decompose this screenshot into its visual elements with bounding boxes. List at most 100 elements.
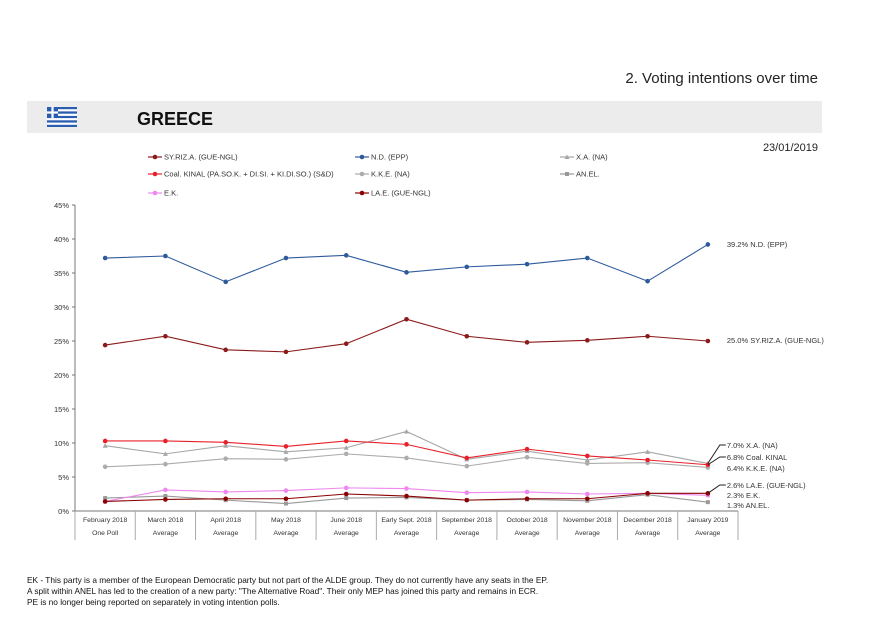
y-tick-label: 30% xyxy=(54,303,69,312)
y-tick-label: 0% xyxy=(58,507,69,516)
legend-label: AN.EL. xyxy=(576,170,600,179)
data-point xyxy=(585,255,590,261)
x-subtick-label: Average xyxy=(213,530,238,537)
data-point xyxy=(404,270,409,275)
legend-label: E.K. xyxy=(164,189,178,198)
section-title: 2. Voting intentions over time xyxy=(625,70,818,87)
data-point xyxy=(163,461,168,467)
legend-marker xyxy=(564,154,570,159)
data-point xyxy=(464,463,470,469)
footnote: A split within ANEL has led to the creat… xyxy=(27,586,539,596)
y-tick-label: 20% xyxy=(54,371,69,380)
data-point xyxy=(344,496,349,501)
data-point xyxy=(343,438,349,444)
data-point xyxy=(102,438,108,444)
data-point xyxy=(162,451,168,456)
data-point xyxy=(163,497,168,502)
end-label: 6.4% K.K.E. (NA) xyxy=(727,464,785,473)
data-point xyxy=(464,455,470,461)
data-point xyxy=(705,338,711,344)
footnote: EK - This party is a member of the Europ… xyxy=(27,575,549,585)
legend-label: K.K.E. (NA) xyxy=(371,170,410,179)
greece-flag-icon xyxy=(47,107,77,127)
x-tick-label: January 2019 xyxy=(687,517,728,524)
legend-marker xyxy=(359,190,365,196)
data-point xyxy=(343,253,349,258)
data-point xyxy=(283,488,289,493)
data-point xyxy=(283,496,289,502)
end-label: 2.6% LA.E. (GUE-NGL) xyxy=(727,481,806,490)
data-point xyxy=(645,457,650,463)
data-point xyxy=(343,451,349,457)
data-point xyxy=(524,340,530,345)
data-point xyxy=(585,461,590,466)
x-subtick-label: Average xyxy=(695,530,720,537)
legend-marker xyxy=(359,171,365,177)
x-tick-label: April 2018 xyxy=(210,517,241,524)
data-point xyxy=(103,496,108,501)
data-point xyxy=(585,491,590,497)
series-line xyxy=(105,318,708,353)
legend-label: Coal. KINAL (PA.SO.K. + DI.SI. + KI.DI.S… xyxy=(164,170,334,179)
legend-marker xyxy=(152,171,158,177)
end-label: 7.0% X.A. (NA) xyxy=(727,441,778,450)
x-subtick-label: Average xyxy=(273,530,298,537)
data-point xyxy=(585,453,590,459)
legend-label: LA.E. (GUE-NGL) xyxy=(371,189,431,198)
data-point xyxy=(223,279,228,285)
y-tick-label: 10% xyxy=(54,439,69,448)
series-line xyxy=(105,243,709,283)
data-point xyxy=(343,445,349,450)
x-tick-label: March 2018 xyxy=(147,517,183,524)
x-subtick-label: Average xyxy=(394,530,419,537)
label-leader-line xyxy=(707,444,726,464)
data-point xyxy=(102,499,108,504)
x-subtick-label: Average xyxy=(454,530,479,537)
y-tick-label: 40% xyxy=(54,235,69,244)
x-subtick-label: Average xyxy=(334,530,359,537)
data-point xyxy=(283,444,289,449)
legend-marker xyxy=(152,154,158,160)
end-label: 1.3% AN.EL. xyxy=(727,501,770,510)
data-point xyxy=(283,255,289,261)
data-point xyxy=(404,428,409,434)
x-subtick-label: Average xyxy=(514,530,539,537)
data-point xyxy=(585,496,590,502)
end-label: 6.8% Coal. KINAL xyxy=(727,453,787,462)
data-point xyxy=(404,455,409,461)
data-point xyxy=(102,443,108,448)
y-tick-label: 25% xyxy=(54,337,69,346)
x-tick-label: June 2018 xyxy=(330,517,362,524)
data-point xyxy=(102,255,108,261)
data-point xyxy=(404,493,409,499)
data-point xyxy=(404,486,409,491)
end-label: 2.3% E.K. xyxy=(727,491,760,500)
x-tick-label: Early Sept. 2018 xyxy=(381,517,431,524)
data-point xyxy=(404,316,409,322)
data-point xyxy=(584,457,590,462)
report-date: 23/01/2019 xyxy=(762,142,818,154)
data-point xyxy=(464,497,470,503)
x-tick-label: December 2018 xyxy=(623,517,672,524)
data-point xyxy=(645,333,650,339)
data-point xyxy=(102,342,108,348)
data-point xyxy=(163,333,168,339)
data-point xyxy=(223,456,228,461)
data-point xyxy=(705,500,710,505)
label-leader-line xyxy=(707,484,726,494)
data-point xyxy=(524,446,530,452)
data-point xyxy=(464,264,470,270)
data-point xyxy=(585,338,590,343)
y-tick-label: 45% xyxy=(54,201,69,210)
data-point xyxy=(163,494,168,499)
legend-label: N.D. (EPP) xyxy=(371,153,409,162)
data-point xyxy=(645,278,650,284)
end-label: 39.2% N.D. (EPP) xyxy=(727,240,788,249)
legend-marker xyxy=(565,172,569,176)
x-subtick-label: One Poll xyxy=(92,530,119,537)
legend-marker xyxy=(359,154,365,160)
data-point xyxy=(223,440,228,445)
x-tick-label: May 2018 xyxy=(271,517,301,524)
y-tick-label: 35% xyxy=(54,269,69,278)
header-band xyxy=(27,101,822,133)
